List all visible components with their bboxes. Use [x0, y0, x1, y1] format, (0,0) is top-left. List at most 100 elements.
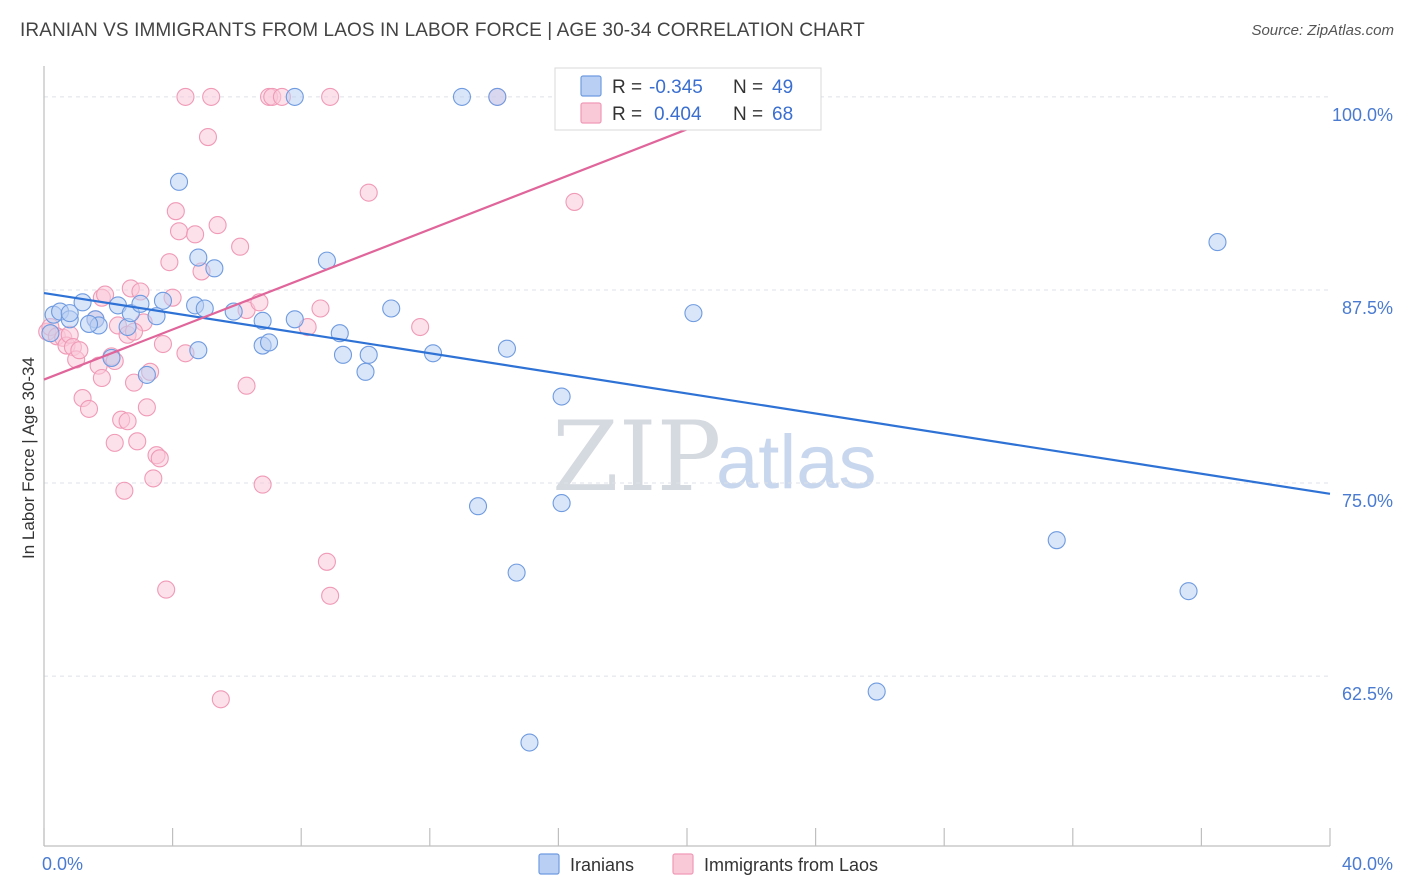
y-tick-label-2: 75.0% [1342, 491, 1393, 511]
y-tick-label-1: 87.5% [1342, 298, 1393, 318]
x-tick-label-1: 40.0% [1342, 854, 1393, 874]
y-tick-labels: 100.0% 87.5% 75.0% 62.5% [1332, 105, 1393, 704]
point-iranians-20 [259, 333, 279, 352]
point-iranians-42 [1208, 233, 1227, 252]
point-iranians-46 [79, 314, 99, 333]
point-iranians-26 [356, 362, 375, 381]
point-laos-36 [160, 253, 179, 272]
bottom-legend: Iranians Immigrants from Laos [538, 853, 878, 875]
point-laos-41 [186, 225, 205, 244]
watermark: ZIP atlas [552, 401, 877, 513]
point-laos-23 [118, 412, 137, 431]
point-laos-33 [150, 449, 169, 468]
source-label: Source: ZipAtlas.com [1251, 22, 1394, 39]
point-laos-65 [176, 87, 195, 106]
point-iranians-13 [153, 291, 173, 310]
point-laos-10 [79, 399, 99, 418]
bottom-legend-swatch-laos [672, 853, 694, 875]
point-laos-26 [128, 432, 147, 451]
point-iranians-27 [359, 345, 378, 364]
point-laos-58 [321, 87, 340, 106]
bottom-legend-label-laos: Immigrants from Laos [704, 855, 878, 875]
watermark-zip: ZIP [552, 401, 721, 513]
y-axis-label: In Labor Force | Age 30-34 [19, 357, 38, 559]
point-iranians-30 [452, 87, 472, 106]
x-tick-labels: 0.0% 40.0% [42, 854, 1393, 874]
point-laos-57 [321, 586, 340, 605]
legend-n-label-laos: N = [733, 104, 763, 125]
point-iranians-15 [189, 341, 208, 360]
point-laos-21 [115, 481, 134, 500]
bottom-legend-swatch-iranians [538, 853, 560, 875]
point-laos-38 [166, 202, 185, 221]
point-laos-39 [169, 222, 189, 241]
point-iranians-5 [73, 293, 92, 312]
point-laos-62 [565, 192, 584, 211]
point-laos-43 [198, 127, 218, 147]
point-laos-45 [208, 216, 227, 235]
point-iranians-4 [60, 304, 79, 323]
legend-n-label-iranians: N = [733, 77, 763, 98]
legend-n-value-laos: 68 [772, 104, 793, 125]
point-iranians-32 [488, 87, 507, 106]
point-laos-18 [105, 433, 124, 452]
point-iranians-35 [520, 733, 539, 752]
point-iranians-12 [137, 365, 156, 384]
point-iranians-34 [507, 563, 526, 582]
chart-title: IRANIAN VS IMMIGRANTS FROM LAOS IN LABOR… [20, 20, 865, 41]
point-laos-46 [211, 690, 230, 709]
point-iranians-39 [867, 682, 886, 701]
axes [43, 66, 1331, 847]
legend-r-value-laos: 0.404 [654, 104, 702, 125]
y-tick-label-0: 100.0% [1332, 105, 1393, 125]
legend-r-label-laos: R = [612, 104, 642, 125]
point-laos-49 [237, 376, 256, 395]
legend-r-label-iranians: R = [612, 77, 642, 98]
point-laos-29 [137, 398, 156, 417]
gridlines [44, 96, 1330, 677]
point-iranians-44 [189, 248, 208, 267]
point-laos-59 [359, 183, 378, 202]
trend-lines [43, 128, 1331, 495]
point-laos-50 [253, 475, 272, 494]
legend-swatch-iranians [580, 75, 602, 97]
point-iranians-40 [1047, 531, 1066, 550]
point-iranians-0 [41, 324, 60, 343]
x-tick-label-0: 0.0% [42, 854, 83, 874]
series-immigrants-from-laos [38, 87, 697, 709]
point-laos-55 [311, 299, 330, 318]
legend-box: R = -0.345 N = 49 R = 0.404 N = 68 [554, 67, 822, 131]
point-iranians-37 [552, 387, 571, 406]
point-iranians-25 [333, 345, 353, 364]
legend-swatch-laos [580, 102, 602, 124]
point-iranians-22 [285, 87, 304, 106]
trend-line-laos [43, 128, 688, 381]
point-laos-34 [153, 334, 173, 354]
point-iranians-41 [1179, 582, 1198, 601]
point-laos-44 [202, 87, 221, 106]
series-iranians [41, 87, 1227, 752]
point-iranians-43 [169, 172, 189, 191]
point-laos-13 [92, 368, 111, 388]
trend-line-iranians [43, 291, 1331, 495]
legend-r-value-iranians: -0.345 [649, 77, 703, 98]
point-laos-47 [231, 237, 250, 256]
point-iranians-33 [497, 339, 517, 358]
point-laos-35 [157, 580, 176, 599]
y-tick-label-3: 62.5% [1342, 684, 1393, 704]
point-iranians-45 [102, 348, 121, 367]
watermark-atlas: atlas [716, 420, 877, 505]
point-iranians-18 [253, 311, 272, 330]
legend-n-value-iranians: 49 [772, 77, 793, 98]
point-iranians-38 [684, 304, 703, 323]
point-iranians-31 [468, 497, 488, 516]
point-laos-56 [317, 552, 336, 571]
point-iranians-17 [205, 259, 224, 278]
point-iranians-28 [382, 299, 401, 318]
point-laos-8 [70, 341, 89, 360]
point-laos-60 [411, 317, 430, 337]
bottom-legend-label-iranians: Iranians [570, 855, 634, 875]
point-iranians-36 [552, 494, 571, 513]
point-iranians-21 [285, 310, 304, 329]
